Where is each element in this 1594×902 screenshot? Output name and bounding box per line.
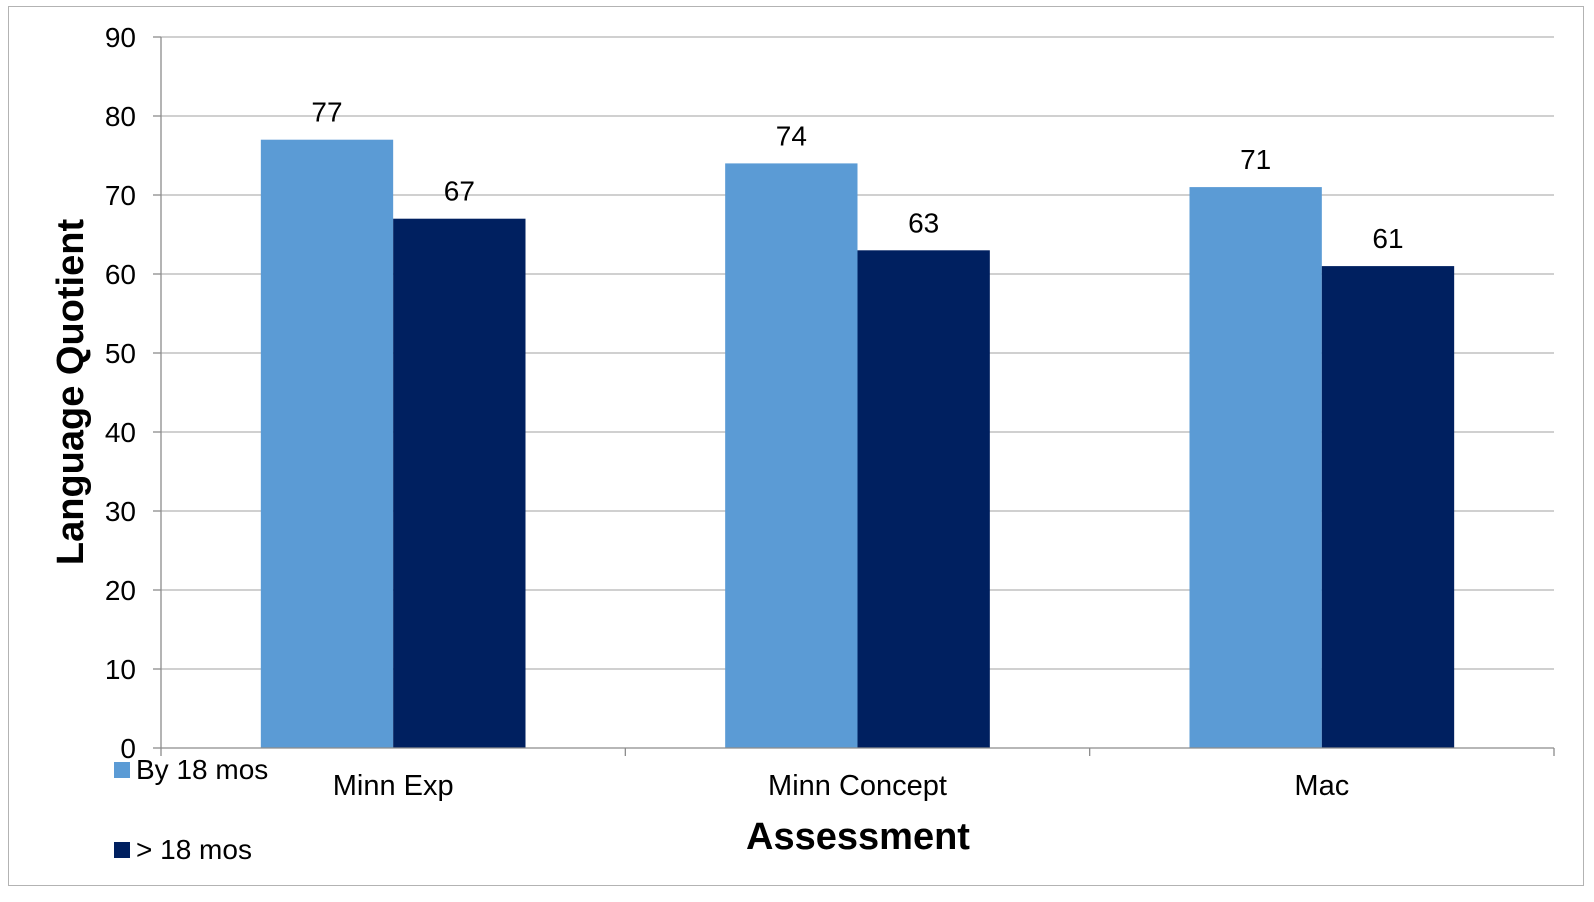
y-tick-label-10: 10: [105, 654, 136, 685]
y-tick-label-40: 40: [105, 417, 136, 448]
bar-2-1: [393, 218, 526, 748]
y-tick-label-0: 0: [120, 733, 136, 764]
labels: 0 10 20 30 40 50 60 70 80 90 77 67 Minn Exp 74 63 Minn …: [105, 22, 1404, 802]
category-label-2: Minn Concept: [768, 770, 947, 802]
y-tick-label-80: 80: [105, 101, 136, 132]
bars: [260, 139, 1455, 749]
y-tick-label-90: 90: [105, 22, 136, 53]
legend-label-series-2: > 18 mos: [136, 834, 252, 865]
y-tick-label-50: 50: [105, 338, 136, 369]
legend-label-series-1: By 18 mos: [136, 754, 268, 785]
legend-swatch-series-1: [114, 762, 130, 778]
data-label-1-2: 74: [776, 120, 807, 151]
legend-swatch-series-2: [114, 842, 130, 858]
data-label-2-1: 67: [444, 176, 475, 207]
y-tick-label-30: 30: [105, 496, 136, 527]
category-label-3: Mac: [1294, 770, 1349, 802]
data-label-2-3: 61: [1372, 223, 1403, 254]
bar-2-3: [1321, 266, 1455, 748]
data-label-1-1: 77: [311, 97, 342, 128]
bar-2-2: [857, 250, 990, 749]
y-tick-label-20: 20: [105, 575, 136, 606]
bar-1-2: [725, 163, 858, 748]
legend: By 18 mos > 18 mos: [114, 754, 268, 865]
y-tick-label-70: 70: [105, 180, 136, 211]
axes: [153, 36, 1555, 756]
y-axis-title: Language Quotient: [50, 219, 92, 566]
bar-1-3: [1189, 187, 1322, 749]
y-tick-label-60: 60: [105, 259, 136, 290]
bar-1-1: [260, 139, 394, 748]
x-axis-title: Assessment: [746, 816, 970, 858]
data-label-2-2: 63: [908, 207, 939, 238]
category-label-1: Minn Exp: [333, 770, 454, 802]
data-label-1-3: 71: [1240, 144, 1271, 175]
